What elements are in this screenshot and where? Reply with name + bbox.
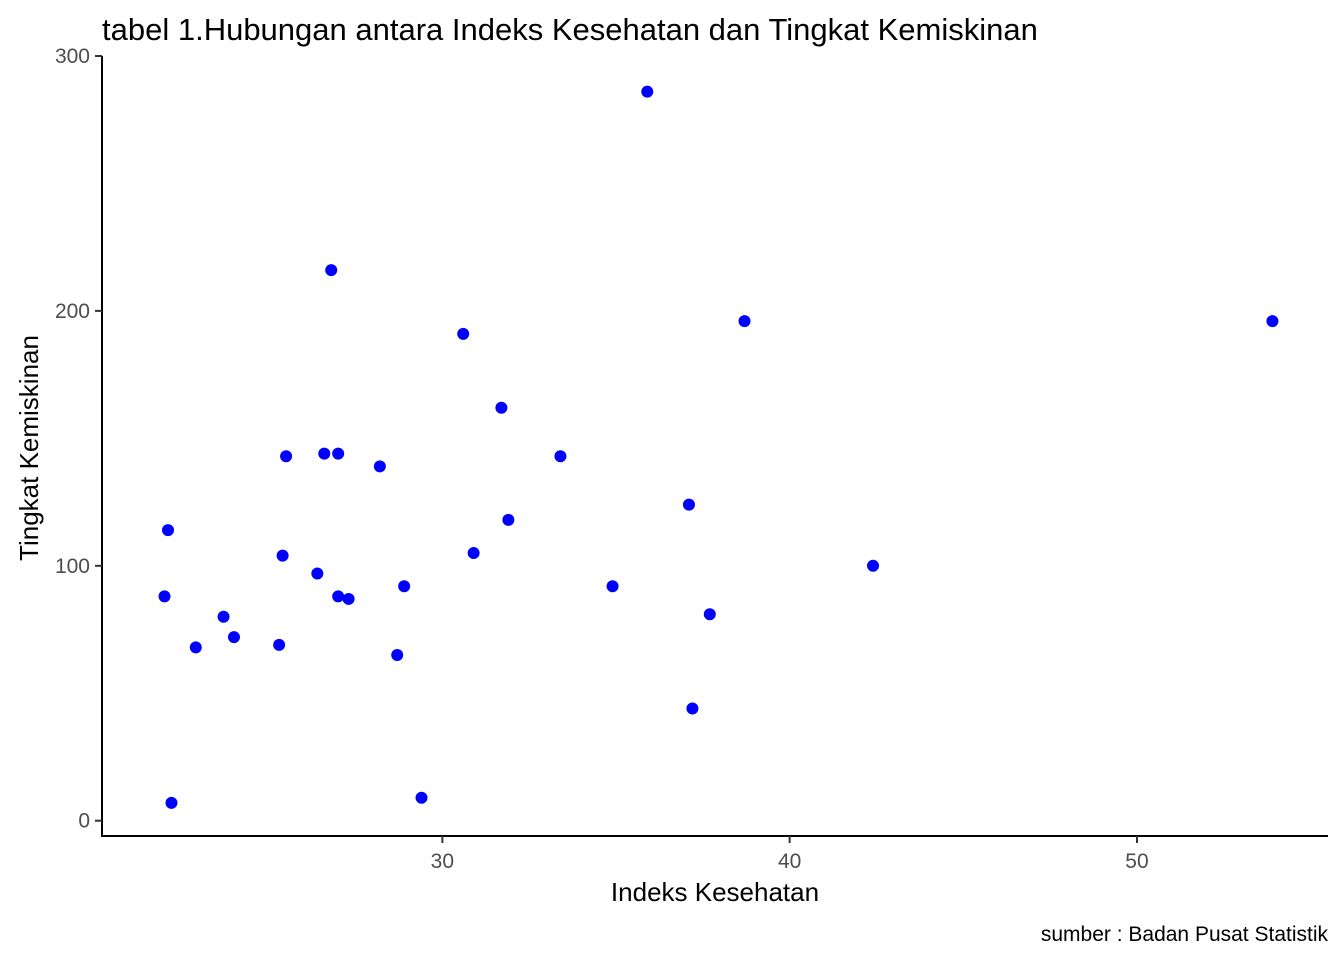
data-point xyxy=(311,567,324,580)
data-point xyxy=(158,590,171,603)
data-point xyxy=(280,450,293,463)
data-point xyxy=(738,315,751,328)
y-tick-label: 100 xyxy=(55,555,90,578)
data-point xyxy=(318,447,331,460)
data-point xyxy=(227,631,240,644)
data-point xyxy=(867,559,880,572)
x-tick-label: 40 xyxy=(778,850,801,873)
data-point xyxy=(273,638,286,651)
x-axis-ticks: 30 40 50 xyxy=(431,836,1149,873)
data-point xyxy=(165,796,178,809)
data-point xyxy=(495,401,508,414)
data-point xyxy=(457,327,470,340)
data-point xyxy=(373,460,386,473)
y-tick-label: 0 xyxy=(78,810,90,833)
data-point xyxy=(332,447,345,460)
data-point xyxy=(217,610,230,623)
data-point xyxy=(606,580,619,593)
data-point xyxy=(703,608,716,621)
y-tick-label: 200 xyxy=(55,300,90,323)
chart-caption: sumber : Badan Pusat Statistik xyxy=(1041,923,1329,946)
y-axis-title: Tingkat Kemiskinan xyxy=(14,335,44,561)
data-point xyxy=(467,547,480,560)
data-point xyxy=(415,791,428,804)
y-tick-label: 300 xyxy=(55,45,90,68)
x-tick-label: 30 xyxy=(431,850,454,873)
data-point xyxy=(391,649,404,662)
data-point xyxy=(682,498,695,511)
data-points xyxy=(158,85,1279,809)
data-point xyxy=(189,641,202,654)
data-point xyxy=(161,524,174,537)
data-point xyxy=(276,549,289,562)
x-axis-title: Indeks Kesehatan xyxy=(611,877,819,907)
data-point xyxy=(1266,315,1279,328)
data-point xyxy=(325,264,338,277)
data-point xyxy=(398,580,411,593)
chart-title: tabel 1.Hubungan antara Indeks Kesehatan… xyxy=(102,12,1038,47)
y-axis-ticks: 0 100 200 300 xyxy=(55,45,102,833)
data-point xyxy=(342,592,355,605)
x-tick-label: 50 xyxy=(1125,850,1148,873)
data-point xyxy=(641,85,654,98)
data-point xyxy=(686,702,699,715)
data-point xyxy=(502,513,515,526)
data-point xyxy=(554,450,567,463)
data-point xyxy=(332,590,345,603)
